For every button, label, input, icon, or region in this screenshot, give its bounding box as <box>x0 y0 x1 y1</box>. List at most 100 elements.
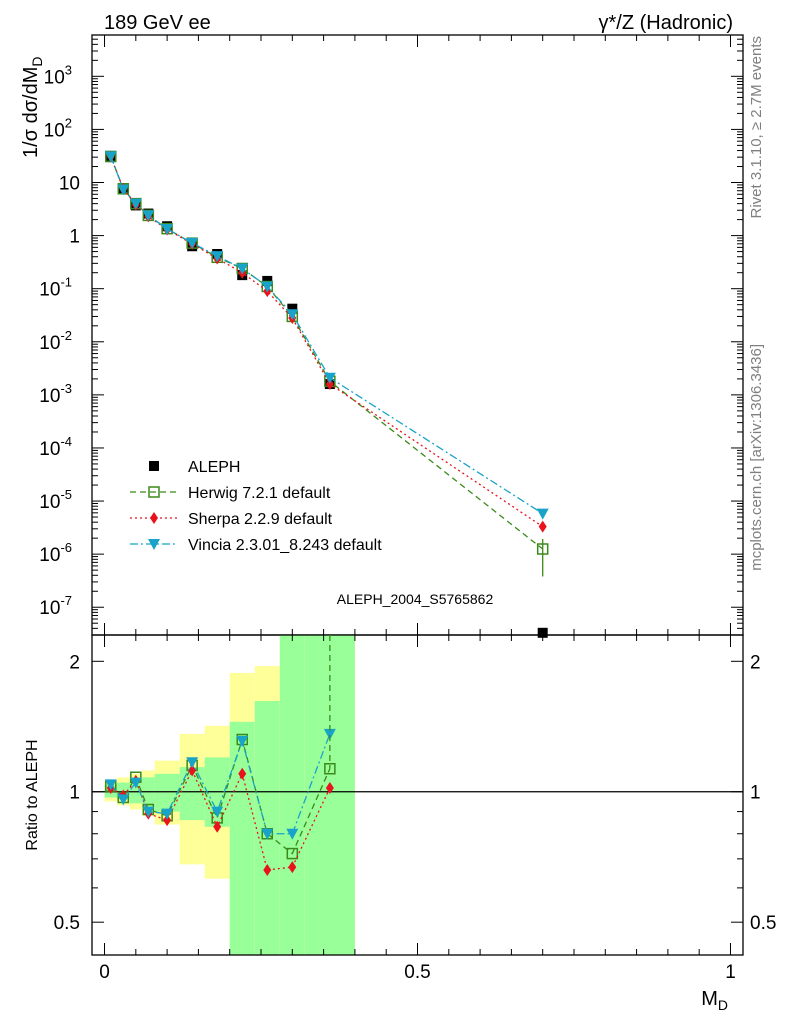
main-point-0 <box>287 303 298 314</box>
ratio-band-stat-9 <box>279 635 305 955</box>
ratio-band-stat-10 <box>304 635 355 955</box>
main-y-tick-mantissa: 10 <box>39 439 60 460</box>
ratio-point-2 <box>186 757 199 769</box>
main-y-tick-exponent: -1 <box>60 275 72 290</box>
main-point-3 <box>117 184 130 196</box>
main-y-tick-exponent: -2 <box>60 328 72 343</box>
rivet-note: Rivet 3.1.10, ≥ 2.7M events <box>748 36 765 219</box>
main-point-2 <box>538 520 547 533</box>
main-y-tick-exponent: -4 <box>60 434 72 449</box>
x-axis-label: MD <box>701 988 728 1013</box>
main-y-tick-label: 10 <box>59 173 80 194</box>
main-point-3 <box>261 281 274 293</box>
ratio-y-tick-label-right: 2 <box>750 652 761 673</box>
legend-label-0: ALEPH <box>188 459 240 476</box>
legend-label-2: Sherpa 2.2.9 default <box>188 511 333 528</box>
main-point-3 <box>186 237 199 249</box>
main-y-tick-mantissa: 10 <box>39 598 60 619</box>
main-y-tick-exponent: 3 <box>65 62 72 77</box>
main-y-axis-label-main: 1/σ dσ/dM <box>20 67 42 158</box>
legend-marker-0 <box>149 461 159 471</box>
main-point-3 <box>536 508 549 520</box>
ratio-point-1 <box>163 814 172 827</box>
main-y-tick-label: 10-4 <box>39 434 72 460</box>
ratio-point-1 <box>213 820 222 833</box>
main-point-3 <box>211 251 224 263</box>
ratio-point-1 <box>238 767 247 780</box>
ratio-band-stat-7 <box>229 721 255 955</box>
legend-label-1: Herwig 7.2.1 default <box>188 485 331 502</box>
main-y-tick-mantissa: 10 <box>59 173 80 194</box>
main-y-tick-mantissa: 10 <box>39 386 60 407</box>
main-y-tick-mantissa: 10 <box>44 120 65 141</box>
ratio-point-2 <box>104 779 117 791</box>
mcplots-note: mcplots.cern.ch [arXiv:1306.3436] <box>748 344 765 571</box>
ratio-point-2 <box>261 828 274 840</box>
main-y-tick-mantissa: 1 <box>69 227 80 248</box>
header-right-title: γ*/Z (Hadronic) <box>599 12 733 34</box>
ratio-point-2 <box>161 808 174 820</box>
ratio-y-tick-label-right: 0.5 <box>750 913 776 934</box>
main-point-3 <box>129 198 142 210</box>
main-y-tick-label: 10-3 <box>39 381 72 407</box>
main-point-3 <box>104 151 117 163</box>
ratio-y-tick-label: 0.5 <box>54 913 80 934</box>
ratio-y-axis-label: Ratio to ALEPH <box>24 739 41 850</box>
x-tick-label: 1 <box>725 962 736 983</box>
ratio-point-1 <box>325 782 334 795</box>
ratio-point-2 <box>211 806 224 818</box>
legend: ALEPH Herwig 7.2.1 default Sherpa 2.2.9 de… <box>130 459 382 554</box>
ratio-y-tick-label: 2 <box>69 652 80 673</box>
main-point-3 <box>286 309 299 321</box>
main-y-tick-label: 102 <box>44 115 72 141</box>
main-y-axis-label: 1/σ dσ/dMD <box>20 56 45 158</box>
ratio-point-0 <box>286 847 299 860</box>
legend-label-3: Vincia 2.3.01_8.243 default <box>188 537 382 554</box>
watermark: ALEPH_2004_S5765862 <box>337 591 494 607</box>
x-tick-label: 0.5 <box>404 962 430 983</box>
ratio-band-stat-8 <box>254 700 280 955</box>
main-point-3 <box>323 372 336 384</box>
main-y-tick-label: 10-6 <box>39 540 72 566</box>
legend-marker-2 <box>150 512 158 524</box>
ratio-point-2 <box>236 735 249 747</box>
main-point-0 <box>537 627 548 638</box>
ratio-y-tick-label-right: 1 <box>750 783 761 804</box>
main-series-line-2 <box>110 156 544 528</box>
main-y-tick-label: 10-5 <box>39 487 72 513</box>
x-axis-label-sub: D <box>718 997 728 1013</box>
main-point-1 <box>536 543 549 555</box>
ratio-point-2 <box>142 806 155 818</box>
x-tick-label: 0 <box>99 962 110 983</box>
header-left-title: 189 GeV ee <box>104 12 211 34</box>
main-y-tick-label: 10-2 <box>39 328 72 354</box>
ratio-point-0 <box>324 762 336 775</box>
main-y-tick-exponent: -3 <box>60 381 72 396</box>
ratio-point-1 <box>288 861 297 874</box>
ratio-band-stat-4 <box>154 773 180 812</box>
main-point-3 <box>161 224 174 236</box>
ratio-point-1 <box>188 764 197 777</box>
ratio-panel: 0 0.5 1 0.5 0.5 1 1 2 2 <box>54 634 776 983</box>
main-point-3 <box>236 263 249 275</box>
main-y-tick-label: 10-7 <box>39 593 72 619</box>
main-point-3 <box>142 210 155 222</box>
main-y-tick-mantissa: 10 <box>39 280 60 301</box>
main-y-tick-label: 1 <box>69 227 80 248</box>
main-y-tick-exponent: 2 <box>65 115 72 130</box>
main-series-line-3 <box>110 156 544 515</box>
main-y-tick-exponent: -5 <box>60 487 72 502</box>
main-y-tick-label: 10-1 <box>39 275 72 301</box>
x-axis-label-main: M <box>701 988 718 1010</box>
main-y-tick-label: 103 <box>44 62 72 88</box>
ratio-point-2 <box>117 794 130 806</box>
main-y-tick-mantissa: 10 <box>39 333 60 354</box>
legend-marker-3 <box>148 539 160 550</box>
main-point-2 <box>325 378 334 391</box>
main-y-tick-mantissa: 10 <box>39 492 60 513</box>
main-y-tick-exponent: -7 <box>60 593 72 608</box>
main-y-tick-exponent: -6 <box>60 540 72 555</box>
legend-marker-1 <box>148 486 160 498</box>
